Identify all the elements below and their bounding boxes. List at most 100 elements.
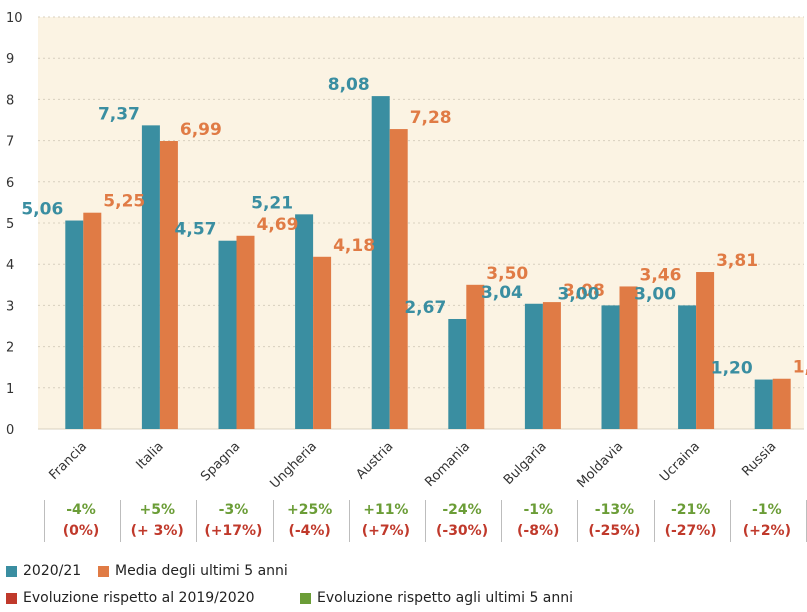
legend-item-evo-5yr: Evoluzione rispetto agli ultimi 5 anni — [300, 590, 573, 606]
legend-item-evo-prev: Evoluzione rispetto al 2019/2020 — [6, 590, 255, 606]
bar-series1-ucraina — [678, 305, 697, 429]
bar-series2-bulgaria — [542, 302, 561, 429]
evolution-prev-year-value: (-8%) — [517, 523, 560, 539]
data-label-series2-spagna: 4,69 — [257, 215, 299, 235]
bar-series1-bulgaria — [524, 303, 543, 429]
data-label-series1-russia: 1,20 — [711, 359, 753, 379]
table-separator — [120, 500, 122, 542]
evolution-5yr-value: -3% — [218, 502, 249, 518]
x-tick-label-romania: Romania — [422, 439, 473, 490]
y-tick-label: 5 — [6, 217, 14, 232]
data-label-series1-bulgaria: 3,04 — [481, 283, 523, 303]
bar-series1-romania — [448, 318, 467, 429]
legend-swatch-series2 — [98, 565, 109, 577]
bar-series2-francia — [83, 212, 102, 429]
x-tick-label-francia: Francia — [46, 439, 90, 483]
x-tick-label-russia: Russia — [739, 439, 779, 479]
y-tick-label: 7 — [6, 135, 14, 150]
data-label-series2-russia: 1,22 — [793, 358, 807, 378]
x-tick-label-bulgaria: Bulgaria — [501, 439, 550, 488]
evolution-prev-year-value: (+17%) — [204, 523, 263, 539]
evolution-table: -4% (0%) +5% (+ 3%) -3% (+17%) +25% (-4%) +11% (+… — [44, 496, 807, 546]
bars — [65, 96, 791, 429]
legend-swatch-evo-prev — [6, 592, 17, 604]
evolution-cell-ungheria: +25% (-4%) — [273, 496, 347, 546]
bar-series1-francia — [65, 220, 84, 429]
table-separator — [653, 500, 655, 542]
bar-series2-austria — [389, 129, 408, 429]
evolution-cell-romania: -24% (-30%) — [425, 496, 499, 546]
bar-chart: 0 1 2 3 4 5 6 7 8 9 10 5,06 5,25 7,37 6,99 4,57 4,695,2… — [6, 11, 807, 492]
y-tick-label: 8 — [6, 93, 14, 108]
bar-series2-italia — [159, 141, 178, 429]
table-separator — [501, 500, 503, 542]
y-tick-label: 6 — [6, 176, 14, 191]
data-label-series2-moldavia: 3,46 — [640, 265, 682, 285]
legend-label-series1: 2020/21 — [23, 563, 82, 579]
y-tick-label: 3 — [6, 299, 14, 314]
evolution-5yr-value: -1% — [752, 502, 782, 518]
y-tick-label: 10 — [6, 11, 23, 26]
data-label-series1-italia: 7,37 — [98, 104, 140, 124]
x-tick-label-moldavia: Moldavia — [575, 439, 627, 491]
evolution-cell-austria: +11% (+7%) — [349, 496, 423, 546]
evolution-cell-ucraina: -21% (-27%) — [654, 496, 728, 546]
data-label-series1-francia: 5,06 — [21, 200, 63, 220]
bar-series1-austria — [371, 96, 390, 429]
x-axis-labels: Francia Italia Spagna Ungheria Austria Romani… — [46, 439, 779, 491]
evolution-5yr-value: -13% — [594, 502, 635, 518]
x-tick-label-spagna: Spagna — [198, 439, 243, 484]
evolution-cell-francia: -4% (0%) — [44, 496, 118, 546]
evolution-cell-bulgaria: -1% (-8%) — [501, 496, 575, 546]
table-separator — [425, 500, 426, 542]
evolution-prev-year-value: (-27%) — [664, 523, 717, 539]
x-tick-label-italia: Italia — [133, 439, 166, 472]
data-label-series1-austria: 8,08 — [328, 75, 370, 95]
evolution-cell-spagna: -3% (+17%) — [196, 496, 270, 546]
bar-series1-spagna — [218, 240, 237, 429]
x-tick-label-ungheria: Ungheria — [267, 439, 319, 491]
evolution-prev-year-value: (+2%) — [742, 523, 791, 539]
evolution-5yr-value: +5% — [139, 502, 175, 518]
y-tick-label: 9 — [6, 52, 14, 67]
legend-item-series1: 2020/21 — [6, 563, 81, 579]
evolution-prev-year-value: (+ 3%) — [130, 523, 184, 539]
evolution-prev-year-value: (+7%) — [361, 523, 410, 539]
evolution-prev-year-value: (-30%) — [435, 523, 489, 539]
evolution-5yr-value: -1% — [523, 502, 554, 518]
x-tick-label-austria: Austria — [353, 439, 396, 482]
data-label-series2-ungheria: 4,18 — [333, 236, 375, 256]
evolution-prev-year-value: (0%) — [62, 523, 100, 539]
data-label-series2-bulgaria: 3,08 — [563, 281, 605, 301]
legend-swatch-series1 — [6, 565, 17, 577]
evolution-5yr-value: +25% — [287, 502, 333, 518]
table-separator — [729, 500, 731, 542]
y-tick-label: 1 — [6, 382, 14, 397]
y-tick-label: 0 — [6, 423, 14, 438]
bar-series1-italia — [141, 125, 160, 429]
x-tick-label-ucraina: Ucraina — [657, 439, 703, 485]
bar-series2-russia — [772, 378, 791, 429]
evolution-5yr-value: +11% — [363, 502, 409, 518]
data-label-series2-ucraina: 3,81 — [716, 251, 758, 271]
bar-series2-ucraina — [696, 272, 715, 429]
data-label-series2-romania: 3,50 — [486, 264, 528, 284]
table-separator — [272, 500, 274, 542]
legend-item-series2: Media degli ultimi 5 anni — [98, 563, 288, 579]
y-tick-label: 4 — [6, 258, 14, 273]
evolution-prev-year-value: (-25%) — [588, 523, 641, 539]
bar-series1-russia — [754, 379, 773, 429]
evolution-cell-moldavia: -13% (-25%) — [577, 496, 651, 546]
y-tick-label: 2 — [6, 341, 14, 356]
bar-series2-spagna — [236, 235, 255, 429]
data-label-series1-romania: 2,67 — [404, 298, 446, 318]
legend-label-evo-5yr: Evoluzione rispetto agli ultimi 5 anni — [317, 590, 574, 606]
table-separator — [44, 500, 45, 542]
legend-label-evo-prev: Evoluzione rispetto al 2019/2020 — [23, 590, 255, 606]
data-label-series1-ungheria: 5,21 — [251, 193, 293, 213]
evolution-5yr-value: -21% — [670, 502, 711, 518]
bar-series2-romania — [466, 284, 485, 429]
legend-label-series2: Media degli ultimi 5 anni — [115, 563, 288, 579]
bar-series1-ungheria — [295, 214, 314, 429]
data-label-series1-spagna: 4,57 — [175, 220, 217, 240]
